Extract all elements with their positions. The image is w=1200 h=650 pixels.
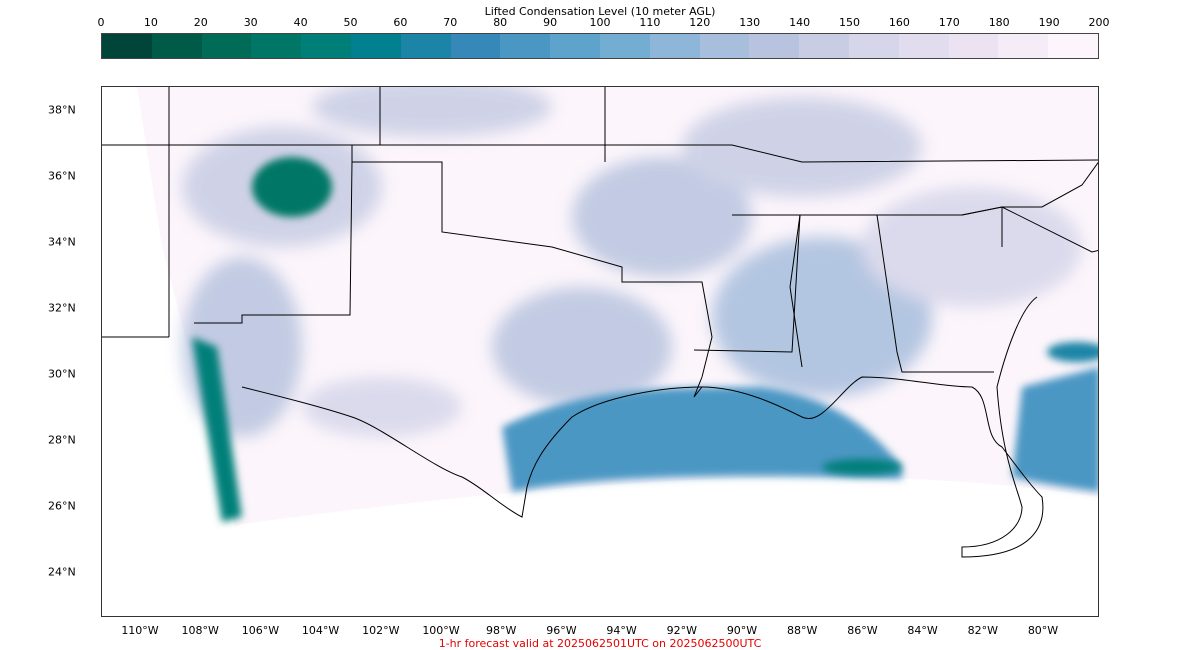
colorbar-swatch: [450, 34, 501, 58]
colorbar-swatch: [599, 34, 650, 58]
longitude-label: 108°W: [181, 624, 219, 637]
colorbar-swatch: [998, 34, 1049, 58]
colorbar-swatch: [550, 34, 600, 58]
colorbar-swatch: [1048, 34, 1098, 58]
colorbar-swatch: [649, 34, 700, 58]
colorbar-tick-label: 160: [888, 16, 910, 29]
colorbar-swatch: [948, 34, 999, 58]
colorbar-tick-label: 60: [393, 16, 408, 29]
colorbar-tick-label: 130: [739, 16, 761, 29]
colorbar-tick-label: 170: [938, 16, 960, 29]
latitude-label: 36°N: [48, 169, 76, 183]
state-boundaries: [102, 87, 1098, 398]
longitude-label: 82°W: [967, 624, 998, 637]
colorbar-swatch: [799, 34, 849, 58]
longitude-label: 86°W: [847, 624, 878, 637]
colorbar-tick-label: 90: [543, 16, 558, 29]
latitude-label: 24°N: [48, 565, 76, 579]
colorbar-swatch: [201, 34, 252, 58]
colorbar-tick-label: 30: [243, 16, 258, 29]
colorbar-tick-label: 20: [193, 16, 208, 29]
colorbar-tick-label: 180: [988, 16, 1010, 29]
colorbar-swatch: [301, 34, 351, 58]
colorbar-swatch: [251, 34, 302, 58]
longitude-label: 102°W: [362, 624, 400, 637]
lcl-field-light: [182, 87, 1082, 437]
colorbar-tick-label: 190: [1038, 16, 1060, 29]
colorbar-swatch: [699, 34, 750, 58]
colorbar-tick-label: 80: [493, 16, 508, 29]
latitude-label: 38°N: [48, 103, 76, 117]
colorbar-swatch: [848, 34, 899, 58]
lcl-field-teal: [192, 157, 902, 522]
longitude-label: 104°W: [301, 624, 340, 637]
longitude-label: 96°W: [546, 624, 577, 637]
colorbar-tick-label: 150: [839, 16, 860, 29]
colorbar-swatch: [400, 34, 451, 58]
colorbar-tick-label: 10: [143, 16, 158, 29]
latitude-label: 34°N: [48, 235, 76, 249]
map-panel: [101, 86, 1099, 617]
colorbar-swatch: [500, 34, 551, 58]
colorbar-tick-label: 100: [589, 16, 611, 29]
colorbar-swatch: [151, 34, 202, 58]
longitude-label: 80°W: [1027, 624, 1059, 637]
longitude-label: 94°W: [606, 624, 637, 637]
colorbar-swatch: [102, 34, 152, 58]
colorbar-tick-label: 140: [789, 16, 811, 29]
colorbar-swatch: [749, 34, 800, 58]
forecast-valid-caption: 1-hr forecast valid at 2025062501UTC on …: [438, 637, 762, 650]
colorbar: [101, 33, 1099, 59]
colorbar-tick-label: 110: [639, 16, 661, 29]
longitude-label: 92°W: [666, 624, 697, 637]
longitude-label: 106°W: [241, 624, 280, 637]
colorbar-swatch: [898, 34, 949, 58]
longitude-label: 100°W: [422, 624, 460, 637]
colorbar-swatch: [350, 34, 401, 58]
longitude-label: 110°W: [121, 624, 159, 637]
lcl-field-gulf: [502, 342, 1098, 492]
map-svg: [102, 87, 1098, 558]
colorbar-tick-label: 50: [343, 16, 358, 29]
colorbar-tick-label: 120: [689, 16, 711, 29]
longitude-label: 84°W: [907, 624, 938, 637]
colorbar-title: Lifted Condensation Level (10 meter AGL): [484, 5, 716, 18]
colorbar-tick-label: 200: [1088, 16, 1110, 29]
latitude-label: 30°N: [48, 367, 76, 381]
colorbar-tick-label: 40: [293, 16, 308, 29]
longitude-label: 98°W: [486, 624, 517, 637]
colorbar-tick-label: 70: [443, 16, 458, 29]
latitude-label: 26°N: [48, 499, 76, 513]
coastline: [241, 296, 1044, 558]
longitude-label: 90°W: [726, 624, 758, 637]
colorbar-tick-label: 0: [97, 16, 105, 29]
latitude-label: 28°N: [48, 433, 76, 447]
longitude-label: 88°W: [787, 624, 818, 637]
latitude-label: 32°N: [48, 301, 76, 315]
